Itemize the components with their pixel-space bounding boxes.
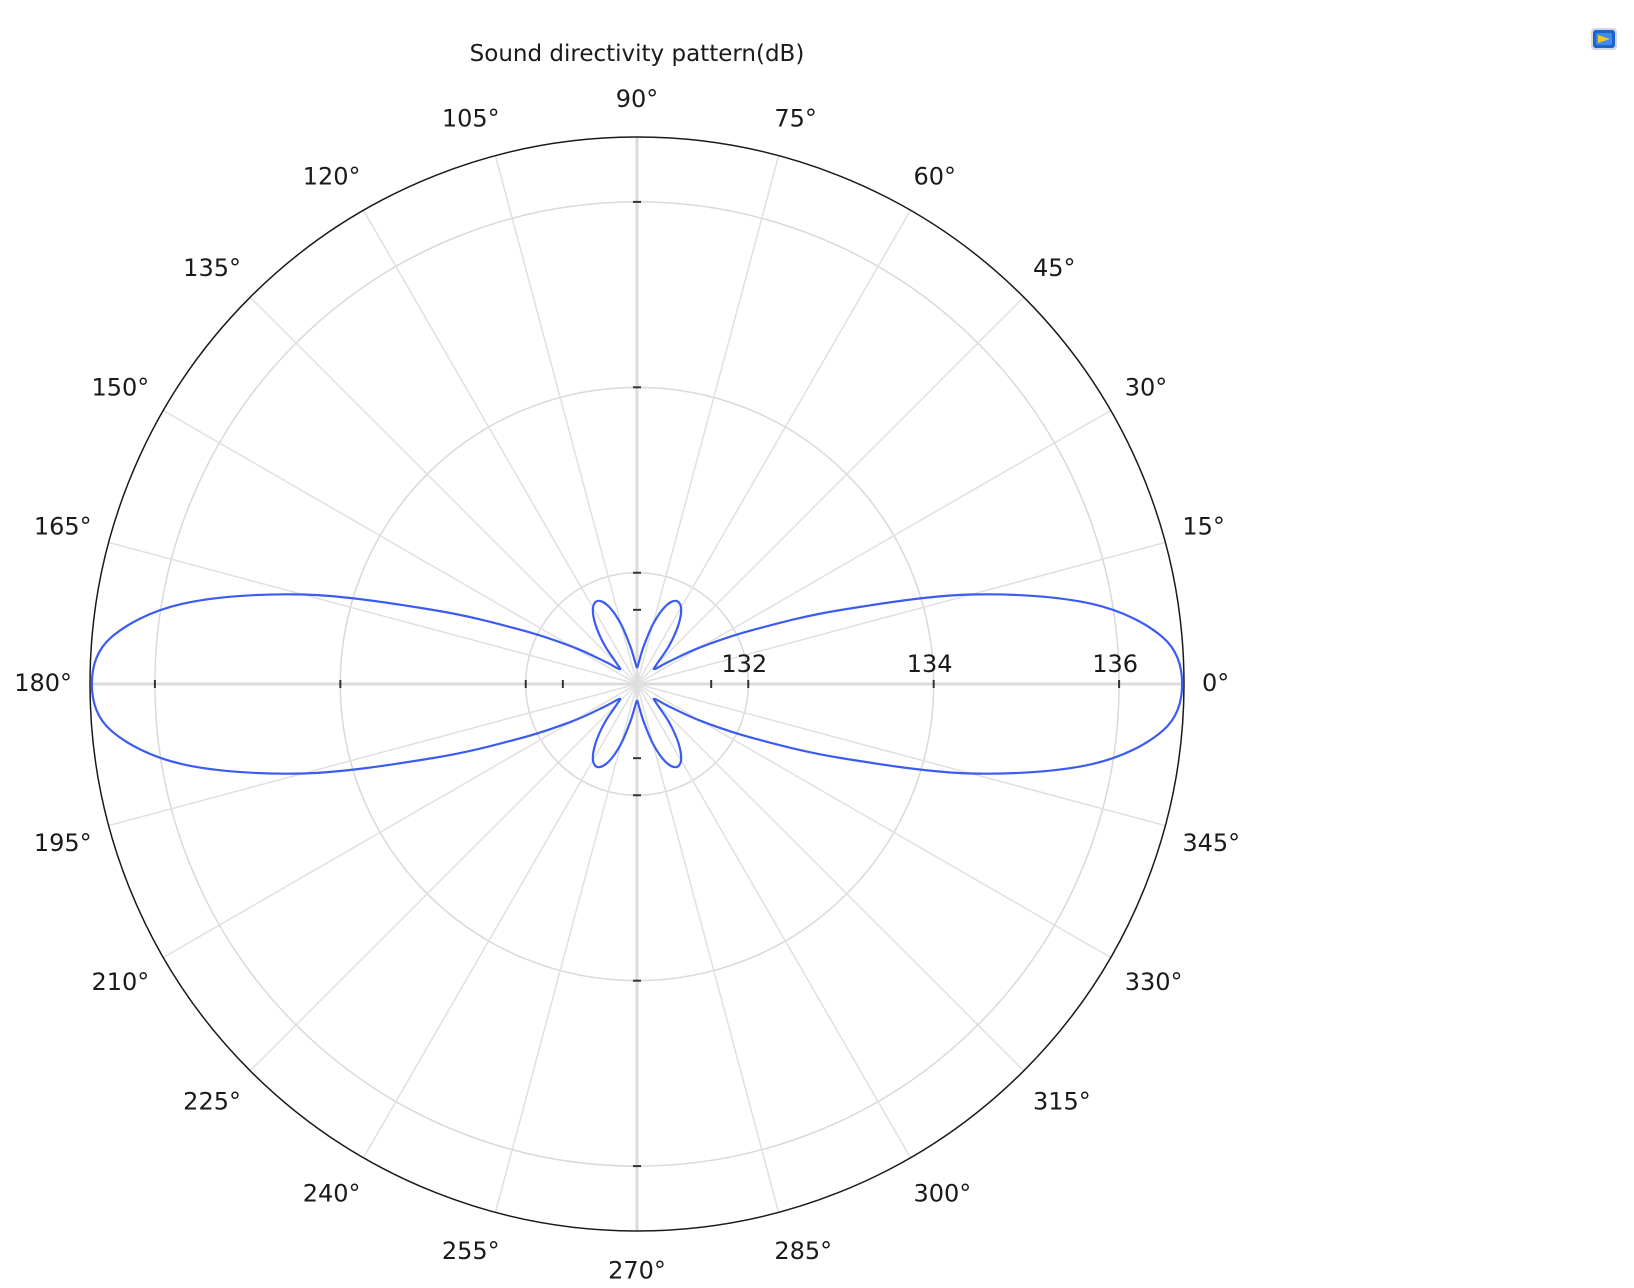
grid-spoke-15 <box>636 541 1166 685</box>
angle-label-135: 135° <box>183 254 241 282</box>
angle-label-210: 210° <box>91 968 149 996</box>
angle-label-270: 270° <box>608 1257 666 1285</box>
angle-label-45: 45° <box>1033 254 1076 282</box>
angle-label-30: 30° <box>1125 374 1168 402</box>
series-line-0 <box>90 593 1184 775</box>
angle-label-15: 15° <box>1182 513 1225 541</box>
angle-label-90: 90° <box>616 85 659 113</box>
radial-label-132: 132 <box>721 650 767 678</box>
tick-layer <box>153 200 1121 1168</box>
angle-label-180: 180° <box>14 669 72 697</box>
plot-image-icon[interactable] <box>1588 24 1620 54</box>
grid-spoke-45 <box>636 296 1025 685</box>
angle-label-75: 75° <box>774 105 817 133</box>
grid-spoke-330 <box>636 683 1112 959</box>
angle-label-195: 195° <box>34 829 92 857</box>
angle-label-330: 330° <box>1125 968 1183 996</box>
grid-spoke-210 <box>162 683 638 959</box>
grid-spoke-315 <box>636 683 1025 1072</box>
angle-label-315: 315° <box>1033 1088 1091 1116</box>
grid-spoke-285 <box>636 683 780 1213</box>
polar-grid <box>89 136 1185 1232</box>
grid-spoke-150 <box>162 409 638 685</box>
grid-spoke-30 <box>636 409 1112 685</box>
radial-label-134: 134 <box>907 650 953 678</box>
angle-label-345: 345° <box>1182 829 1240 857</box>
grid-spoke-345 <box>636 683 1166 827</box>
outer-circle <box>89 136 1185 1232</box>
angle-label-0: 0° <box>1202 669 1229 697</box>
angle-label-60: 60° <box>914 162 957 190</box>
grid-spoke-135 <box>249 296 638 685</box>
radial-label-136: 136 <box>1092 650 1138 678</box>
angle-label-120: 120° <box>303 162 361 190</box>
label-layer: 0° 15° 30° 45° 60° 75° 90° 105° 120° 135° 150° 165°… <box>14 85 1240 1285</box>
angle-label-300: 300° <box>914 1179 972 1207</box>
grid-spoke-300 <box>636 683 912 1159</box>
grid-spoke-75 <box>636 155 780 685</box>
angle-label-255: 255° <box>442 1237 500 1265</box>
grid-spoke-195 <box>108 683 638 827</box>
chart-title: Sound directivity pattern(dB) <box>470 41 805 67</box>
grid-spoke-225 <box>249 683 638 1072</box>
angle-label-150: 150° <box>91 374 149 402</box>
grid-spoke-165 <box>108 541 638 685</box>
series-layer <box>90 593 1184 775</box>
grid-spoke-240 <box>362 683 638 1159</box>
grid-spoke-120 <box>362 209 638 685</box>
angle-label-105: 105° <box>442 105 500 133</box>
grid-spoke-255 <box>494 683 638 1213</box>
angle-label-240: 240° <box>303 1179 361 1207</box>
grid-spoke-60 <box>636 209 912 685</box>
angle-label-225: 225° <box>183 1088 241 1116</box>
grid-spoke-105 <box>494 155 638 685</box>
angle-label-285: 285° <box>774 1237 832 1265</box>
angle-label-165: 165° <box>34 513 92 541</box>
